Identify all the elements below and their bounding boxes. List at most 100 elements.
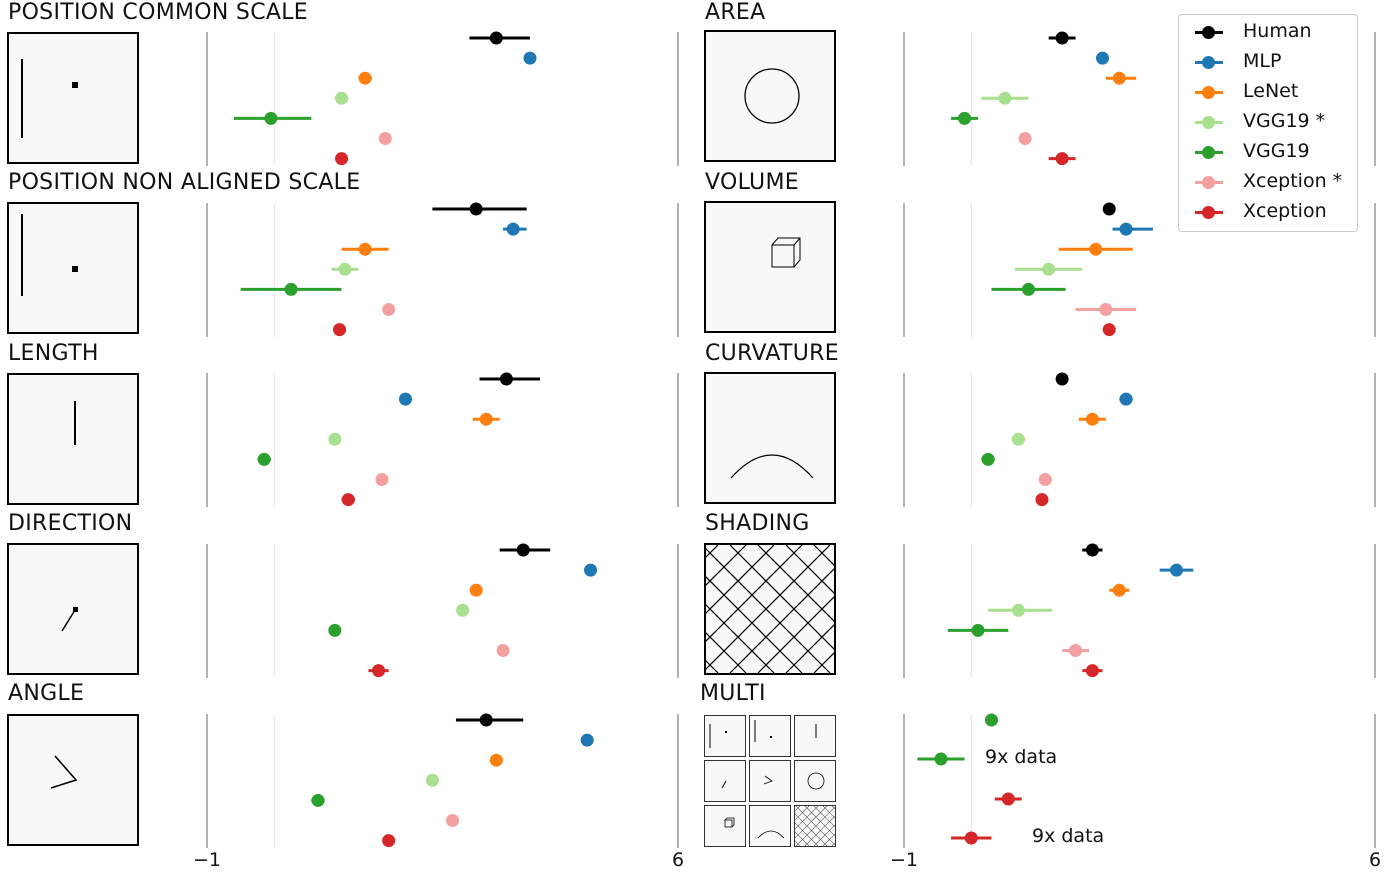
panel-title-volume: VOLUME <box>705 170 799 195</box>
stimulus-drawing <box>50 755 78 789</box>
stimulus-volume <box>704 201 836 333</box>
panel-title-shading: SHADING <box>705 511 810 536</box>
stimulus-angle <box>7 714 139 846</box>
point-xception <box>1085 664 1099 678</box>
stimulus-drawing <box>771 237 801 268</box>
point-xception-star <box>1069 644 1083 657</box>
stimulus-drawing <box>74 401 76 445</box>
tick-label-right-min: −1 <box>889 849 919 871</box>
mini-volume <box>704 805 746 847</box>
point-xception <box>1035 493 1049 507</box>
point-vgg19 <box>284 282 298 296</box>
stimulus-curvature <box>704 372 836 504</box>
point-xception-star <box>378 132 392 145</box>
point-vgg19 <box>264 111 278 125</box>
panel-title-position-non-aligned: POSITION NON ALIGNED SCALE <box>8 170 361 195</box>
point-vgg19-star <box>425 773 439 787</box>
point-human <box>479 713 493 727</box>
point-mlp <box>506 222 520 236</box>
point-vgg19-star <box>998 91 1012 105</box>
point-human <box>1085 543 1099 557</box>
point-vgg19-star <box>1042 262 1056 276</box>
legend-label-mlp: MLP <box>1243 50 1282 72</box>
point-human <box>489 31 503 45</box>
legend-item-xception: Xception <box>1179 197 1359 227</box>
panel-title-position-common: POSITION COMMON SCALE <box>8 0 308 25</box>
point-xception-star <box>375 473 389 486</box>
stimulus-drawing <box>730 454 814 479</box>
mini-drawing <box>757 830 785 839</box>
point-vgg19-star <box>1011 603 1025 617</box>
panel-title-length: LENGTH <box>8 341 99 366</box>
legend-label-vgg19: VGG19 <box>1243 140 1310 162</box>
point-human <box>1055 31 1069 45</box>
legend-item-vgg19-star: VGG19 * <box>1179 107 1359 137</box>
point-vgg19 <box>984 713 998 727</box>
mini-drawing <box>724 817 735 828</box>
legend-marker-mlp <box>1202 56 1215 69</box>
point-mlp <box>1119 222 1133 236</box>
point-xception <box>372 664 386 678</box>
mini-drawing <box>815 724 817 738</box>
legend-marker-lenet <box>1202 86 1215 99</box>
legend-marker-xception-star <box>1202 176 1215 189</box>
mini-position-common <box>704 715 746 757</box>
point-mlp <box>1170 563 1184 577</box>
tick-label-right-max: 6 <box>1368 849 1382 871</box>
point-vgg19 <box>981 452 995 466</box>
point-mlp <box>1119 392 1133 406</box>
mini-angle <box>749 760 791 802</box>
point-mlp <box>580 733 594 747</box>
point-mlp <box>1095 51 1109 65</box>
point-xception <box>382 834 396 848</box>
point-lenet <box>479 412 493 426</box>
point-mlp <box>398 392 412 406</box>
panel-title-angle: ANGLE <box>8 681 85 706</box>
annotation-9x-data-vgg19: 9x data <box>985 746 1058 768</box>
stimulus-position-common <box>7 32 139 164</box>
legend-marker-vgg19 <box>1202 146 1215 159</box>
legend-item-lenet: LeNet <box>1179 77 1359 107</box>
stimulus-drawing <box>21 59 78 138</box>
point-vgg19-star <box>328 432 342 446</box>
point-xception <box>335 152 349 166</box>
point-vgg19 <box>257 452 271 466</box>
point-xception <box>1102 323 1116 337</box>
point-vgg19-star <box>338 262 352 276</box>
point-lenet <box>1112 583 1126 597</box>
point-vgg19 <box>328 623 342 637</box>
annotation-9x-data-xception: 9x data <box>1032 825 1105 847</box>
legend-item-xception-star: Xception * <box>1179 167 1359 197</box>
point-xception <box>1001 792 1015 806</box>
point-lenet <box>1089 242 1103 256</box>
point-lenet <box>469 583 483 597</box>
point-xception <box>964 831 978 845</box>
legend-label-human: Human <box>1243 20 1312 42</box>
stimulus-position-non-aligned <box>7 202 139 334</box>
panel-title-multi: MULTI <box>700 681 766 706</box>
tick-label-left-max: 6 <box>671 849 685 871</box>
point-xception-star <box>496 644 510 657</box>
stimulus-drawing <box>706 545 834 673</box>
point-vgg19 <box>958 111 972 125</box>
point-lenet <box>358 242 372 256</box>
legend-item-mlp: MLP <box>1179 47 1359 77</box>
point-human <box>1102 202 1116 216</box>
legend-label-xception-star: Xception * <box>1243 170 1343 192</box>
stimulus-shading <box>704 543 836 675</box>
point-lenet <box>1112 71 1126 85</box>
point-lenet <box>358 71 372 85</box>
point-human <box>516 543 530 557</box>
legend-label-lenet: LeNet <box>1243 80 1299 102</box>
mini-drawing <box>709 724 727 748</box>
legend-label-xception: Xception <box>1243 200 1327 222</box>
point-xception <box>1055 152 1069 166</box>
stimulus-drawing <box>744 68 800 124</box>
point-xception-star <box>1038 473 1052 486</box>
point-mlp <box>523 51 537 65</box>
legend-label-vgg19-star: VGG19 * <box>1243 110 1326 132</box>
point-human <box>1055 372 1069 386</box>
mini-drawing <box>754 720 772 742</box>
